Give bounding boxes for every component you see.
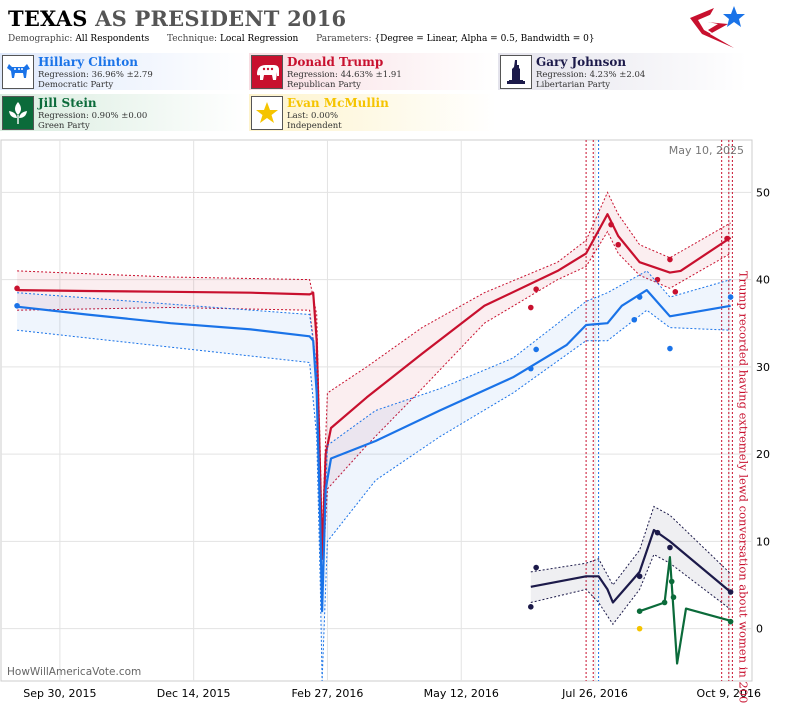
x-tick-label: Dec 14, 2015 [157, 687, 231, 700]
y-tick-label: 20 [756, 448, 770, 461]
candidate-party: Green Party [38, 121, 90, 131]
poll-point [636, 294, 643, 300]
regression-line [639, 556, 731, 665]
technique-label: Technique: [167, 34, 218, 44]
page-title: TEXAS AS PRESIDENT 2016 [8, 6, 346, 31]
candidate-name: Gary Johnson [536, 55, 627, 69]
poll-point [661, 599, 668, 606]
poll-point [654, 529, 661, 536]
site-logo [690, 6, 745, 48]
x-tick-label: Oct 9, 2016 [697, 687, 762, 700]
candidate-card-stein[interactable]: Jill Stein Regression: 0.90% ±0.00 Green… [0, 94, 247, 131]
candidate-card-mcmullin[interactable]: Evan McMullin Last: 0.00% Independent [249, 94, 496, 131]
poll-point [727, 618, 734, 625]
candidate-name: Donald Trump [287, 55, 384, 69]
poll-point [631, 316, 638, 323]
lower-bound-line [530, 553, 731, 626]
candidate-name: Jill Stein [38, 96, 97, 110]
candidate-regression: Regression: 44.63% ±1.91 [287, 70, 402, 80]
title-state: TEXAS [8, 6, 88, 31]
poll-point [528, 365, 534, 372]
regression-line [530, 528, 732, 604]
y-tick-label: 50 [756, 186, 770, 199]
poll-point [528, 304, 534, 311]
x-tick-label: Sep 30, 2015 [23, 687, 96, 700]
x-tick-label: Jul 26, 2016 [561, 687, 628, 700]
green-leaf-icon [2, 96, 34, 130]
elephant-icon [251, 55, 283, 89]
y-tick-label: 10 [756, 535, 770, 548]
upper-bound-line [530, 505, 731, 586]
poll-point [528, 604, 534, 610]
confidence-band [17, 192, 731, 585]
poll-point [727, 589, 734, 595]
candidate-card-trump[interactable]: Donald Trump Regression: 44.63% ±1.91 Re… [249, 53, 496, 90]
poll-point [636, 608, 643, 614]
candidate-party: Republican Party [287, 80, 361, 90]
lower-bound-line [17, 309, 731, 682]
poll-point [667, 345, 673, 352]
poll-point [672, 289, 679, 295]
poll-point [533, 346, 539, 353]
y-tick-label: 30 [756, 361, 770, 374]
candidate-card-johnson[interactable]: Gary Johnson Regression: 4.23% ±2.04 Lib… [498, 53, 747, 90]
donkey-icon [2, 55, 34, 89]
candidate-regression: Regression: 0.90% ±0.00 [38, 111, 148, 121]
poll-point [636, 625, 643, 632]
demographic-value: All Respondents [75, 34, 150, 44]
parameters-line: Demographic: All Respondents Technique: … [8, 34, 595, 44]
chart-date-label: May 10, 2025 [669, 144, 744, 157]
poll-point [670, 594, 677, 601]
candidate-party: Democratic Party [38, 80, 114, 90]
poll-point [727, 294, 734, 300]
poll-point [667, 256, 673, 263]
poll-point [533, 286, 539, 293]
y-tick-label: 0 [756, 623, 763, 636]
poll-point [14, 302, 20, 309]
parameters-label: Parameters: [316, 34, 372, 44]
candidate-name: Evan McMullin [287, 96, 389, 110]
poll-point [608, 221, 614, 228]
candidate-card-clinton[interactable]: Hillary Clinton Regression: 36.96% ±2.79… [0, 53, 247, 90]
star-icon [251, 96, 283, 130]
poll-point [668, 578, 675, 585]
statue-of-liberty-icon [500, 55, 532, 89]
y-tick-label: 40 [756, 274, 770, 287]
candidate-party: Libertarian Party [536, 80, 611, 90]
x-tick-label: May 12, 2016 [424, 687, 499, 700]
title-rest: AS PRESIDENT 2016 [95, 6, 347, 31]
confidence-band [17, 270, 731, 681]
candidate-legend: Hillary Clinton Regression: 36.96% ±2.79… [0, 53, 789, 135]
candidate-regression: Last: 0.00% [287, 111, 339, 121]
x-tick-label: Feb 27, 2016 [291, 687, 363, 700]
technique-value: Local Regression [219, 34, 299, 44]
poll-point [724, 235, 730, 242]
candidate-name: Hillary Clinton [38, 55, 138, 69]
candidate-regression: Regression: 36.96% ±2.79 [38, 70, 153, 80]
regression-line [17, 213, 732, 560]
candidate-party: Independent [287, 121, 342, 131]
watermark: HowWillAmericaVote.com [7, 666, 141, 678]
poll-point [615, 241, 622, 248]
demographic-label: Demographic: [8, 34, 73, 44]
poll-point [636, 573, 643, 580]
poll-chart: Sep 30, 2015 Dec 14, 2015 Feb 27, 2016 May … [0, 139, 770, 704]
event-annotation: Trump recorded having extremely lewd con… [736, 271, 750, 704]
parameters-value: {Degree = Linear, Alpha = 0.5, Bandwidth… [374, 34, 595, 44]
poll-point [533, 564, 539, 571]
regression-line [16, 289, 731, 613]
poll-point [14, 285, 20, 292]
candidate-regression: Regression: 4.23% ±2.04 [536, 70, 646, 80]
poll-point [667, 544, 673, 551]
confidence-band [530, 506, 731, 625]
lower-bound-line [17, 230, 731, 586]
